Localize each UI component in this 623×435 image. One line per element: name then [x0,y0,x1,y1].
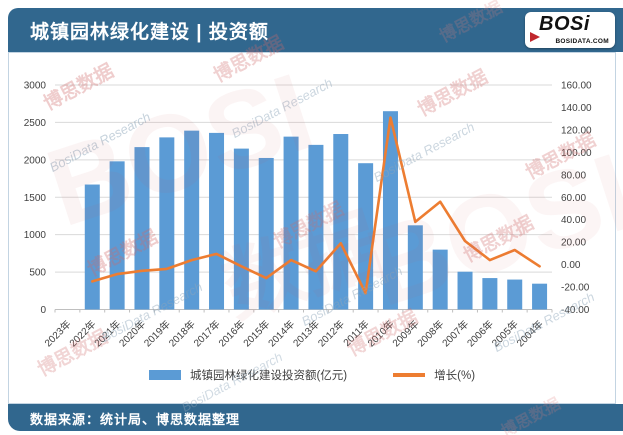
bar-2022年 [84,184,100,310]
left-axis-tick: 1500 [24,193,47,204]
bar-2014年 [283,136,299,310]
bar-2015年 [258,157,274,310]
bar-2008年 [432,249,448,310]
x-axis-label: 2009年 [389,317,421,349]
x-axis-label: 2005年 [489,317,521,349]
right-axis-tick: 160.00 [561,81,592,92]
logo-site-text: BOSIDATA.COM [555,38,609,45]
bar-2020年 [134,147,150,310]
legend-bar-swatch [148,370,181,380]
gridlines [54,84,553,313]
x-axis-label: 2008年 [414,317,446,349]
bar-2016年 [233,148,249,310]
legend-bar-label: 城镇园林绿化建设投资额(亿元) [189,370,348,382]
x-axis-label: 2014年 [265,317,297,349]
title-bar: 城镇园林绿化建设 | 投资额 BOSi BOSIDATA.COM [8,8,623,52]
x-axis-label: 2022年 [66,317,98,349]
bosi-logo: BOSi BOSIDATA.COM [525,12,615,48]
bar-2004年 [532,283,548,310]
right-axis-tick: 100.00 [561,148,592,159]
legend-line-swatch [393,373,426,377]
bar-2018年 [184,130,200,310]
left-axis-tick: 2000 [24,155,47,166]
x-axis-label: 2004年 [514,317,546,349]
left-axis-tick: 1000 [24,230,47,241]
x-axis-label: 2017年 [191,317,223,349]
growth-line [91,116,541,295]
x-axis-label: 2019年 [141,317,173,349]
bar-2012年 [333,134,349,310]
x-axis-label: 2010年 [365,317,397,349]
line-series [91,116,541,295]
right-axis-tick: 140.00 [561,103,592,114]
x-axis-label: 2012年 [315,317,347,349]
bar-2009年 [407,225,423,310]
bar-2007年 [457,271,473,310]
logo-triangle-icon [530,32,540,42]
x-axis-label: 2011年 [340,317,371,348]
x-axis-label: 2013年 [290,317,322,349]
bar-2010年 [382,111,398,310]
right-axis-tick: 20.00 [561,238,586,249]
bar-2017年 [209,132,225,310]
bar-2021年 [109,161,125,310]
chart-panel: 3000 2500 2000 1500 1000 500 0 160.00 140.00 120.… [8,52,616,404]
x-axis-label: 2006年 [464,317,496,349]
right-axis-tick: 40.00 [561,215,586,226]
bar-2013年 [308,144,324,310]
right-axis-tick: 80.00 [561,170,586,181]
right-axis-tick: 120.00 [561,125,592,136]
left-axis-tick: 500 [29,268,46,279]
left-axis-tick: 3000 [24,81,47,92]
x-axis-label: 2018年 [166,317,198,349]
bar-2005年 [507,279,523,310]
x-axis-label: 2016年 [215,317,247,349]
x-axis-label: 2021年 [91,317,123,349]
logo-text: BOSi [539,13,590,35]
x-axis-label: 2023年 [42,317,74,349]
x-axis-label: 2015年 [240,317,272,349]
bar-2019年 [159,137,175,310]
chart-svg: 3000 2500 2000 1500 1000 500 0 160.00 140.00 120.… [24,81,592,350]
right-axis-tick: -20.00 [561,283,590,294]
x-axis-label: 2007年 [439,317,471,349]
right-axis-tick: -40.00 [561,305,590,316]
right-axis-tick: 60.00 [561,193,586,204]
legend: 城镇园林绿化建设投资额(亿元) 增长(%) [9,367,615,383]
x-axis-label: 2020年 [116,317,148,349]
page-title: 城镇园林绿化建设 | 投资额 [30,22,269,43]
bar-series [84,111,548,310]
source-bar: 数据来源：统计局、博思数据整理 [8,404,623,431]
bar-2006年 [482,278,498,310]
left-axis-tick: 2500 [24,118,47,129]
left-axis-tick: 0 [40,305,46,316]
right-axis-tick: 0.00 [561,260,581,271]
source-text: 数据来源：统计局、博思数据整理 [30,412,241,427]
legend-line-label: 增长(%) [434,370,476,382]
